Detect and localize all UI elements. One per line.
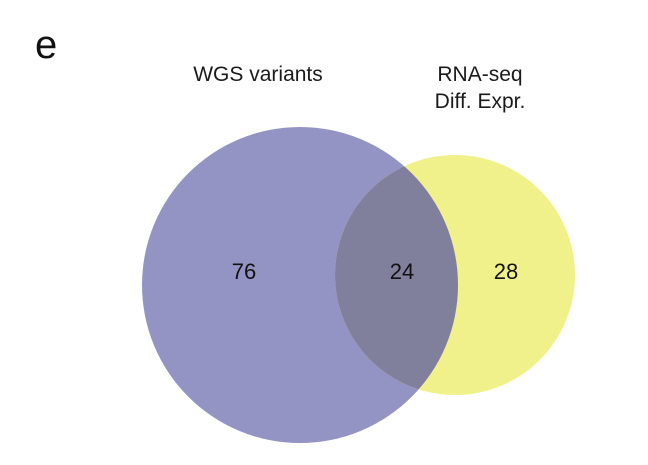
set-b-label-line-2: Diff. Expr. [435,90,526,113]
count-overlap: 24 [390,259,414,284]
count-set-b-only: 28 [494,259,518,284]
count-set-a-only: 76 [232,259,256,284]
overlap-region [335,155,458,395]
set-b-label-line-1: RNA-seq [437,63,522,86]
set-a-label: WGS variants [193,63,323,86]
panel-letter: e [35,23,57,67]
